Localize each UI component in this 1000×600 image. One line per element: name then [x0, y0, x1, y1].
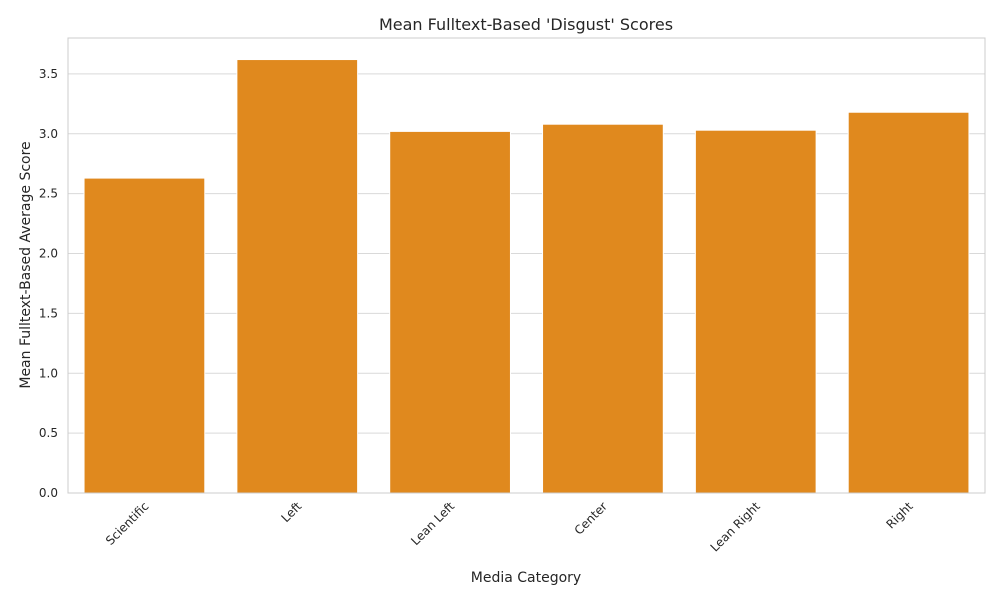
- x-tick-label: Scientific: [103, 499, 152, 548]
- x-tick-label: Lean Right: [708, 499, 764, 555]
- grid-layer: [68, 73, 985, 494]
- x-tick-label: Lean Left: [408, 499, 457, 548]
- bar-scientific: [83, 177, 206, 494]
- x-tick-label: Center: [572, 499, 611, 538]
- y-tick-label: 1.0: [39, 366, 58, 380]
- x-axis-label: Media Category: [471, 570, 581, 586]
- y-tick-label: 2.0: [39, 247, 58, 261]
- bar-left: [236, 59, 359, 494]
- y-axis-label: Mean Fulltext-Based Average Score: [18, 141, 34, 388]
- x-tick-labels: Scientific Left Lean Left Center Lean Right R…: [103, 499, 916, 555]
- x-tick-label: Left: [279, 499, 305, 525]
- bar-right: [847, 111, 970, 494]
- y-tick-label: 1.5: [39, 306, 58, 320]
- chart-title: Mean Fulltext-Based 'Disgust' Scores: [379, 15, 673, 34]
- y-tick-label: 0.0: [39, 486, 58, 500]
- x-tick-label: Right: [883, 499, 915, 531]
- plot-frame: [67, 37, 986, 494]
- y-tick-label: 0.5: [39, 426, 58, 440]
- bars-layer: [83, 59, 970, 494]
- bar-lean-right: [694, 129, 817, 494]
- y-tick-label: 2.5: [39, 187, 58, 201]
- bar-lean-left: [389, 130, 511, 494]
- bar-center: [542, 123, 664, 494]
- y-tick-labels: 0.0 0.5 1.0 1.5 2.0 2.5 3.0 3.5: [39, 67, 58, 500]
- y-tick-label: 3.5: [39, 67, 58, 81]
- y-tick-label: 3.0: [39, 127, 58, 141]
